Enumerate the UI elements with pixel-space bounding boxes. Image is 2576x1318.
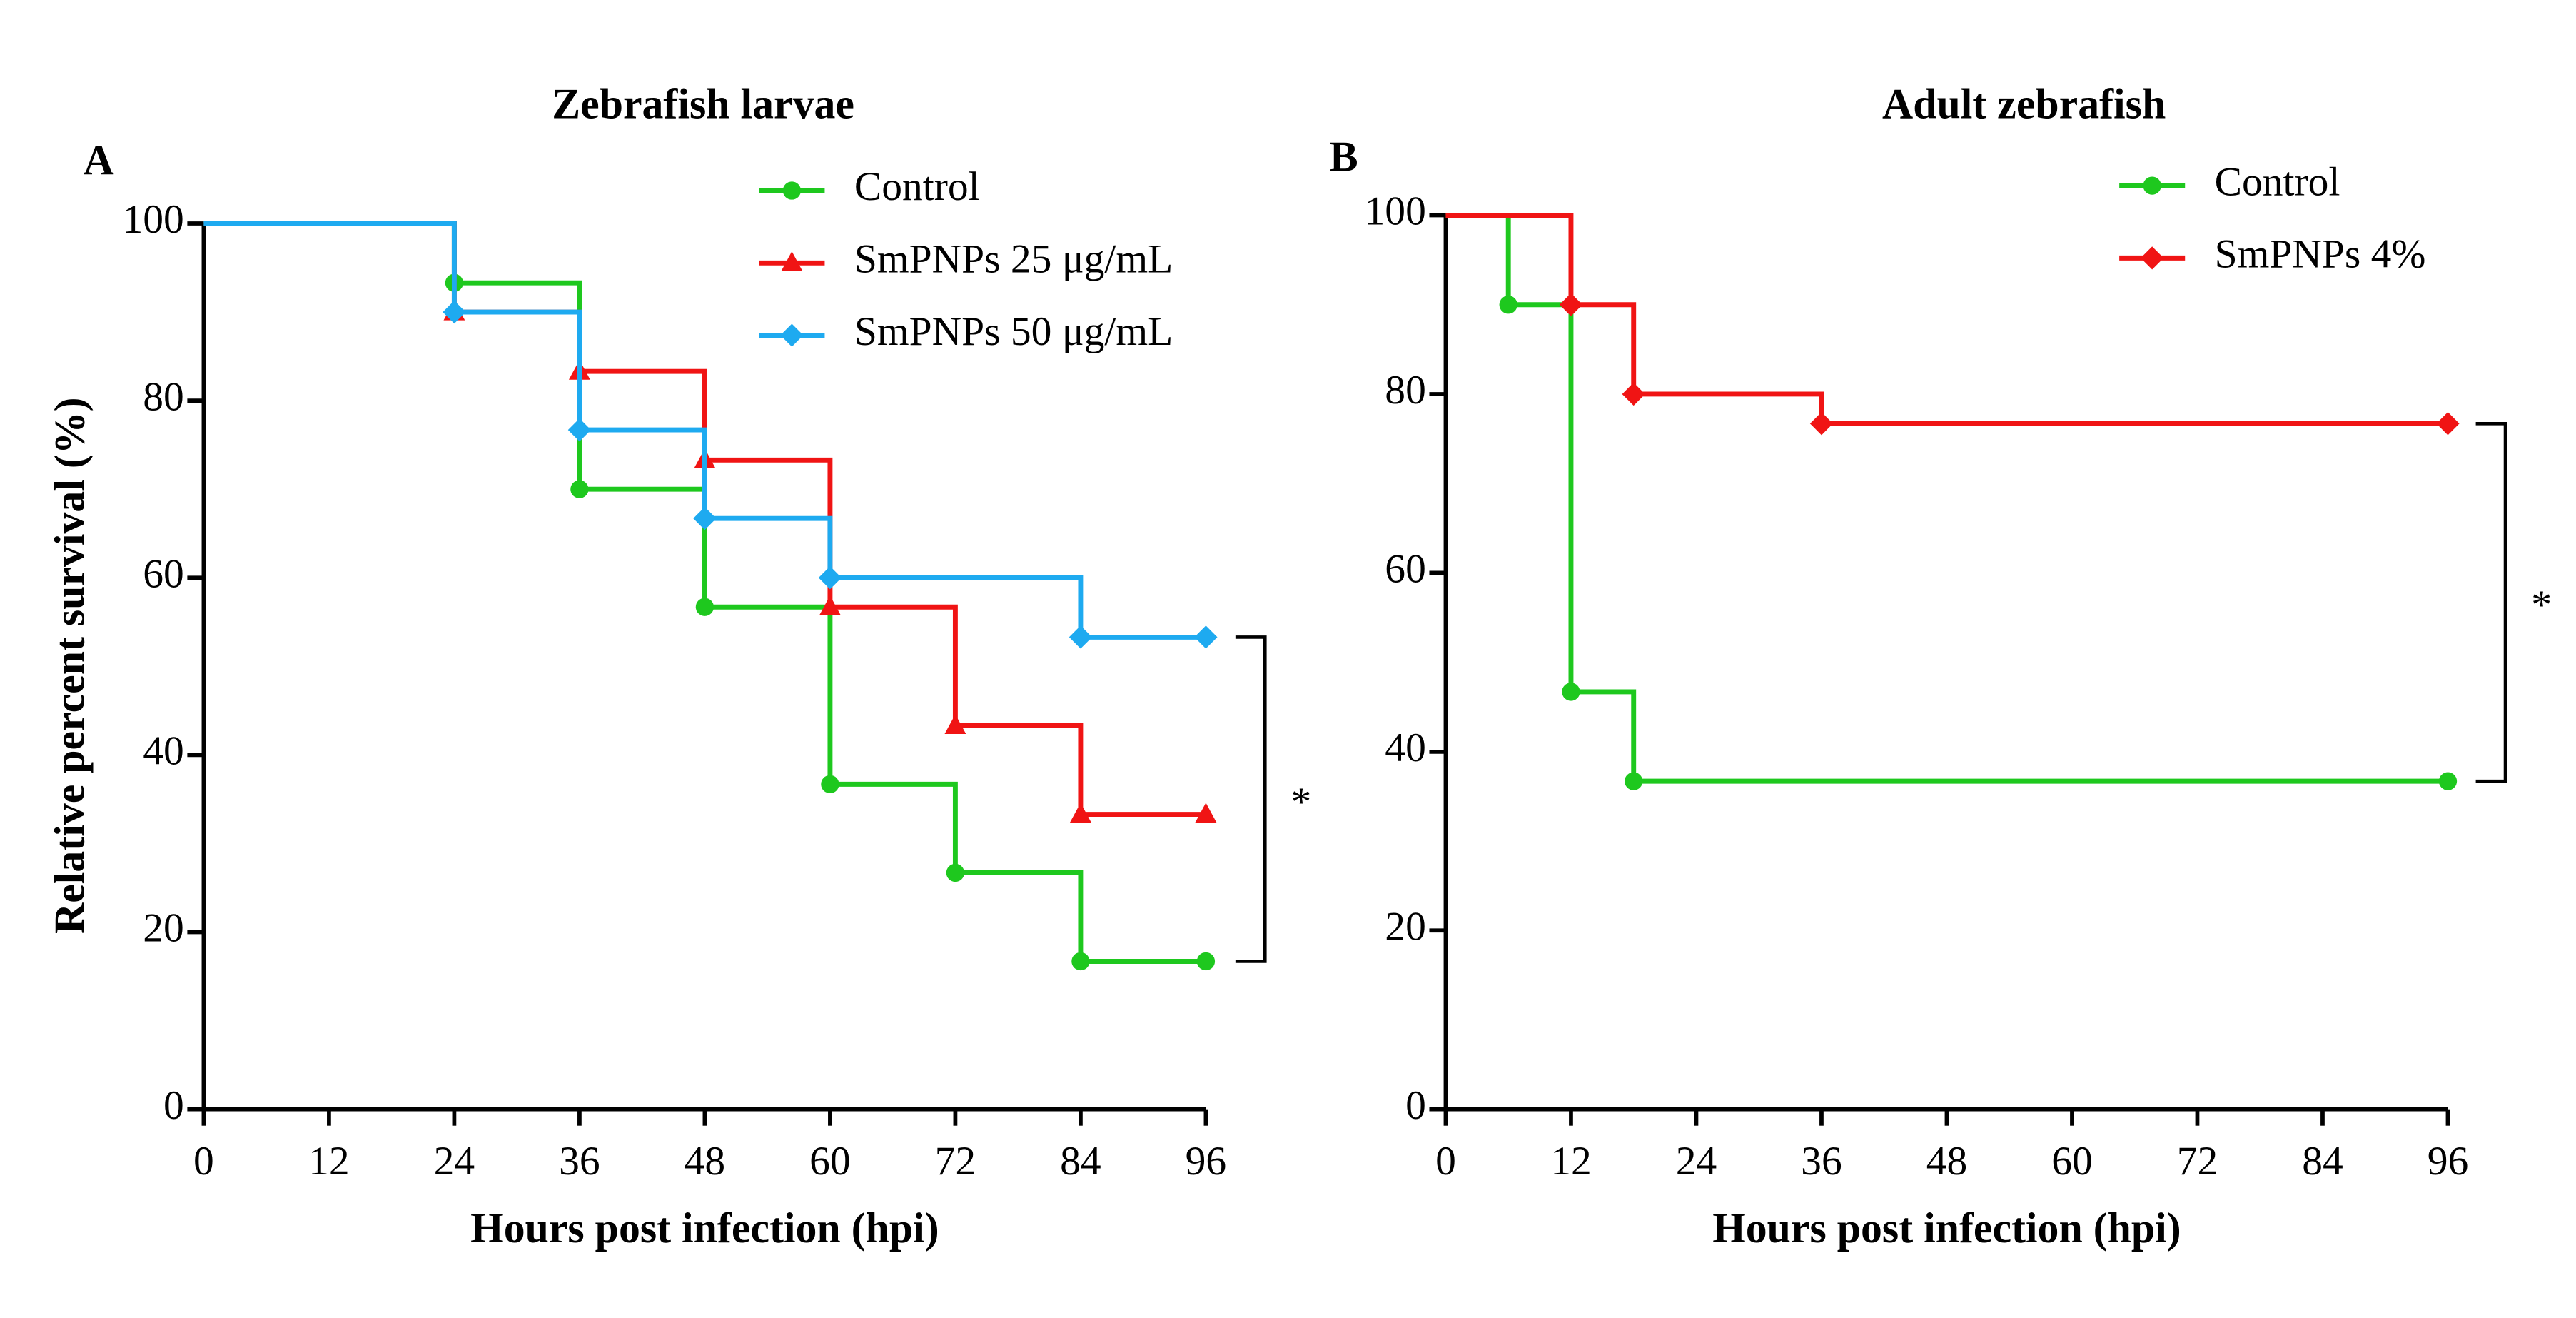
significance-bracket (2475, 421, 2507, 783)
marker (818, 566, 842, 590)
y-tick-label: 60 (143, 551, 184, 596)
legend-label: Control (854, 164, 980, 209)
y-tick-label: 20 (143, 906, 184, 951)
marker (1194, 625, 1218, 649)
y-tick-label: 20 (1385, 904, 1426, 949)
marker (819, 595, 841, 615)
marker (1559, 293, 1583, 316)
marker (2436, 412, 2460, 436)
survival-line (203, 221, 1206, 964)
x-tick-label: 72 (935, 1139, 976, 1184)
legend-label: SmPNPs 25 μg/mL (854, 236, 1173, 281)
x-tick-label: 12 (1550, 1139, 1592, 1184)
legend-marker (2143, 176, 2161, 195)
x-tick-label: 84 (1060, 1139, 1101, 1184)
x-tick-label: 36 (559, 1139, 600, 1184)
y-tick-label: 80 (143, 374, 184, 419)
x-tick-label: 0 (1435, 1139, 1456, 1184)
marker (695, 598, 714, 616)
panel-label: A (83, 136, 113, 183)
x-tick-label: 96 (2428, 1139, 2469, 1184)
marker (693, 507, 717, 530)
marker (946, 863, 965, 882)
y-tick-label: 60 (1385, 547, 1426, 592)
x-tick-label: 96 (1186, 1139, 1227, 1184)
y-tick-label: 40 (1385, 725, 1426, 770)
marker (567, 418, 592, 442)
x-tick-label: 60 (809, 1139, 851, 1184)
legend-marker (781, 251, 803, 271)
x-tick-label: 48 (685, 1139, 726, 1184)
survival-line (1445, 213, 2448, 784)
x-tick-label: 84 (2302, 1139, 2343, 1184)
marker (1625, 772, 1643, 790)
marker (2438, 772, 2458, 790)
x-tick-label: 60 (2051, 1139, 2093, 1184)
y-tick-label: 0 (163, 1083, 184, 1128)
marker (570, 480, 589, 498)
x-tick-label: 24 (434, 1139, 475, 1184)
x-axis-label: Hours post infection (hpi) (470, 1204, 939, 1252)
marker (1562, 683, 1580, 701)
legend-marker (780, 323, 804, 347)
marker (1069, 625, 1093, 649)
legend-label: SmPNPs 4% (2215, 232, 2426, 277)
significance-bracket (1235, 635, 1267, 963)
marker (1809, 412, 1834, 436)
marker (1195, 803, 1217, 823)
y-tick-label: 40 (143, 729, 184, 774)
panel-label: B (1330, 133, 1358, 180)
x-tick-label: 24 (1676, 1139, 1717, 1184)
legend-marker (2141, 246, 2164, 270)
y-tick-label: 100 (122, 197, 183, 242)
marker (1622, 382, 1645, 406)
x-tick-label: 48 (1926, 1139, 1968, 1184)
significance-label: * (2531, 583, 2552, 628)
legend-marker (782, 181, 802, 200)
x-tick-label: 72 (2177, 1139, 2218, 1184)
marker (443, 300, 466, 324)
marker (1499, 296, 1517, 314)
marker (1071, 952, 1090, 971)
x-tick-label: 36 (1801, 1139, 1842, 1184)
x-tick-label: 0 (193, 1139, 214, 1184)
survival-line (203, 221, 1206, 640)
y-tick-label: 80 (1385, 368, 1426, 413)
marker (821, 775, 839, 794)
marker (1196, 952, 1216, 971)
y-tick-label: 0 (1405, 1083, 1426, 1128)
chart-title: Adult zebrafish (1882, 81, 2166, 128)
legend-label: SmPNPs 50 μg/mL (854, 309, 1173, 354)
chart-title: Zebrafish larvae (552, 81, 854, 128)
marker (944, 714, 966, 734)
x-axis-label: Hours post infection (hpi) (1712, 1204, 2181, 1252)
y-axis-label: Relative percent survival (%) (46, 397, 93, 934)
significance-label: * (1291, 780, 1312, 825)
legend-label: Control (2215, 159, 2340, 204)
y-tick-label: 100 (1365, 189, 1426, 234)
x-tick-label: 12 (308, 1139, 350, 1184)
marker (1069, 803, 1091, 823)
